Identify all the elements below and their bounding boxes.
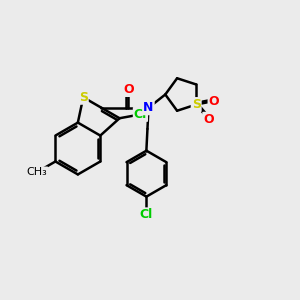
Text: O: O [203,113,214,126]
Text: O: O [123,83,134,96]
Text: Cl: Cl [134,108,147,121]
Text: N: N [143,101,154,114]
Text: O: O [208,94,219,107]
Text: Cl: Cl [140,208,153,221]
Text: S: S [79,91,88,104]
Text: CH₃: CH₃ [27,167,47,177]
Text: S: S [192,98,201,111]
